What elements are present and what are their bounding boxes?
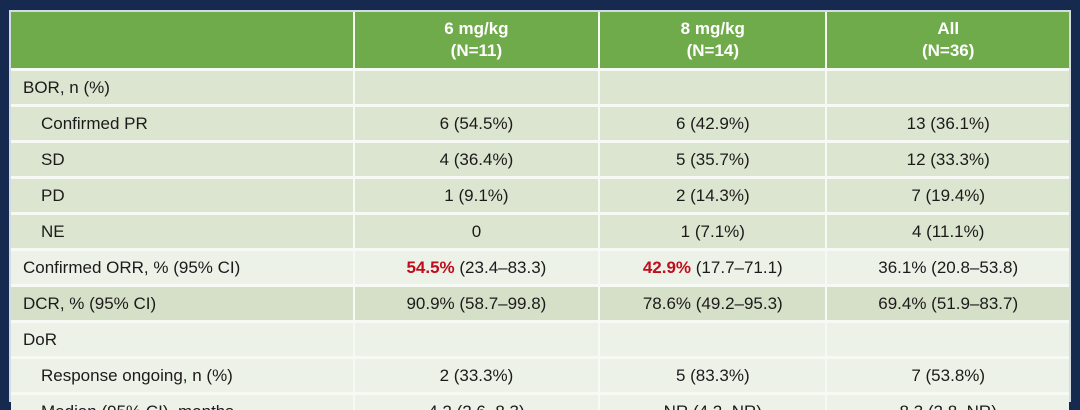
table-header: 6 mg/kg (N=11) 8 mg/kg (N=14) All (N=36) (11, 12, 1069, 70)
header-line1: 6 mg/kg (444, 18, 509, 38)
data-cell: 2 (33.3%) (352, 356, 600, 394)
table-row: DoR (11, 320, 1069, 358)
table-row: Response ongoing, n (%) 2 (33.3%) 5 (83.3%… (11, 356, 1069, 394)
data-cell: 13 (36.1%) (825, 104, 1069, 142)
header-line2: (N=11) (450, 41, 503, 60)
header-cell-group: 8 mg/kg (N=14) (598, 12, 827, 70)
row-label: DoR (11, 320, 354, 358)
table-row: BOR, n (%) (11, 68, 1069, 106)
header-cell-group: 6 mg/kg (N=11) (352, 12, 600, 70)
data-cell: 5 (83.3%) (598, 356, 827, 394)
data-cell: 5 (35.7%) (598, 140, 827, 178)
row-label: Response ongoing, n (%) (11, 356, 354, 394)
data-cell: 42.9% (17.7–71.1) (598, 248, 827, 286)
data-cell: 90.9% (58.7–99.8) (352, 284, 600, 322)
data-cell: 1 (7.1%) (598, 212, 827, 250)
results-table-frame: 6 mg/kg (N=11) 8 mg/kg (N=14) All (N=36) BOR,… (9, 10, 1071, 410)
row-label: Confirmed PR (11, 104, 354, 142)
table-row: Confirmed PR 6 (54.5%) 6 (42.9%) 13 (36.1%) (11, 104, 1069, 142)
data-cell: 36.1% (20.8–53.8) (825, 248, 1069, 286)
data-cell: 2 (14.3%) (598, 176, 827, 214)
data-cell: 4 (36.4%) (352, 140, 600, 178)
header-line1: All (937, 18, 960, 38)
data-cell (598, 68, 827, 106)
data-cell: 6 (42.9%) (598, 104, 827, 142)
data-cell: 4.2 (2.6–8.3) (352, 392, 600, 410)
row-label: PD (11, 176, 354, 214)
table-row: Median (95% CI), months4.2 (2.6–8.3)NR (… (11, 392, 1069, 410)
data-cell: NR (4.2–NR) (598, 392, 827, 410)
header-cell-empty (11, 12, 354, 70)
header-row: 6 mg/kg (N=11) 8 mg/kg (N=14) All (N=36) (11, 12, 1069, 70)
data-cell: 1 (9.1%) (352, 176, 600, 214)
table-row: Confirmed ORR, % (95% CI) 54.5% (23.4–83.… (11, 248, 1069, 286)
data-cell: 8.3 (2.8–NR) (825, 392, 1069, 410)
highlighted-value: 42.9% (642, 257, 692, 277)
data-cell (825, 68, 1069, 106)
data-cell (825, 320, 1069, 358)
data-cell: 54.5% (23.4–83.3) (352, 248, 600, 286)
row-label: BOR, n (%) (11, 68, 354, 106)
data-cell (352, 320, 600, 358)
table-row: NE 0 1 (7.1%) 4 (11.1%) (11, 212, 1069, 250)
ci-range: (17.7–71.1) (691, 257, 783, 277)
row-label: SD (11, 140, 354, 178)
data-cell: 7 (19.4%) (825, 176, 1069, 214)
table-row: DCR, % (95% CI) 90.9% (58.7–99.8) 78.6% (4… (11, 284, 1069, 322)
row-label: DCR, % (95% CI) (11, 284, 354, 322)
table-body: BOR, n (%) Confirmed PR 6 (54.5%) 6 (42.9%)… (11, 68, 1069, 410)
data-cell: 4 (11.1%) (825, 212, 1069, 250)
data-cell: 7 (53.8%) (825, 356, 1069, 394)
table-row: SD 4 (36.4%) 5 (35.7%) 12 (33.3%) (11, 140, 1069, 178)
data-cell (352, 68, 600, 106)
row-label: NE (11, 212, 354, 250)
data-cell: 12 (33.3%) (825, 140, 1069, 178)
table-row: PD 1 (9.1%) 2 (14.3%) 7 (19.4%) (11, 176, 1069, 214)
data-cell: 0 (352, 212, 600, 250)
data-cell (598, 320, 827, 358)
header-line2: (N=36) (921, 41, 975, 60)
header-line1: 8 mg/kg (680, 18, 745, 38)
header-line2: (N=14) (686, 41, 740, 60)
data-cell: 6 (54.5%) (352, 104, 600, 142)
ci-range: (23.4–83.3) (454, 257, 547, 277)
data-cell: 78.6% (49.2–95.3) (598, 284, 827, 322)
results-table: 6 mg/kg (N=11) 8 mg/kg (N=14) All (N=36) BOR,… (11, 12, 1069, 410)
header-cell-group: All (N=36) (825, 12, 1069, 70)
data-cell: 69.4% (51.9–83.7) (825, 284, 1069, 322)
highlighted-value: 54.5% (406, 257, 455, 277)
row-label: Median (95% CI), months (11, 392, 354, 410)
row-label: Confirmed ORR, % (95% CI) (11, 248, 354, 286)
